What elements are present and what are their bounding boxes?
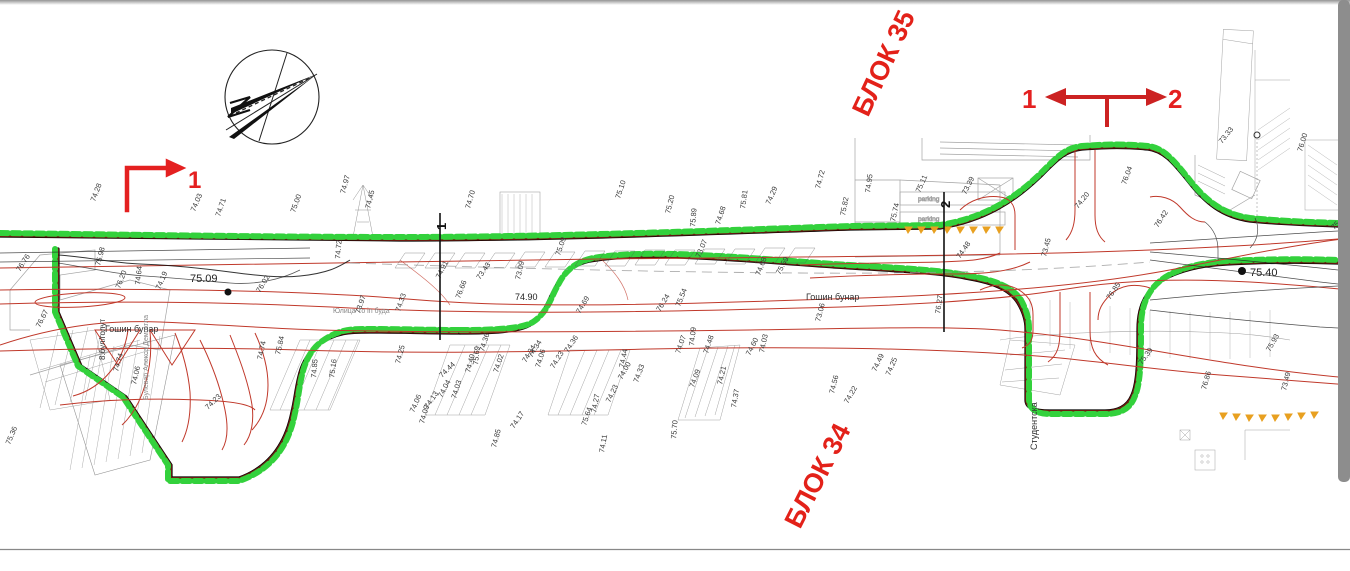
svg-text:75.09: 75.09 xyxy=(190,273,218,285)
svg-text:74.85: 74.85 xyxy=(309,359,320,378)
svg-text:1: 1 xyxy=(434,223,449,230)
svg-text:75.70: 75.70 xyxy=(669,420,680,439)
svg-text:2: 2 xyxy=(1168,84,1182,114)
svg-text:Гошин бунар: Гошин бунар xyxy=(806,292,859,302)
svg-text:Булевар Алекса Демокгла: Булевар Алекса Демокгла xyxy=(143,315,150,400)
svg-text:parking: parking xyxy=(918,216,940,223)
svg-text:74.90: 74.90 xyxy=(515,292,538,302)
svg-text:1: 1 xyxy=(1022,84,1036,114)
svg-text:1: 1 xyxy=(188,167,201,194)
svg-text:parking: parking xyxy=(918,196,940,203)
svg-text:74.72: 74.72 xyxy=(333,240,344,259)
svg-text:Студентска: Студентска xyxy=(1029,402,1039,450)
svg-text:2: 2 xyxy=(938,201,953,208)
svg-text:75.89: 75.89 xyxy=(688,208,699,227)
svg-text:8.бул/голут: 8.бул/голут xyxy=(98,319,107,360)
svg-text:Гошин бунар: Гошин бунар xyxy=(105,324,158,334)
svg-text:75.40: 75.40 xyxy=(1250,267,1278,279)
svg-text:Юлица То in буда: Юлица То in буда xyxy=(333,307,390,315)
